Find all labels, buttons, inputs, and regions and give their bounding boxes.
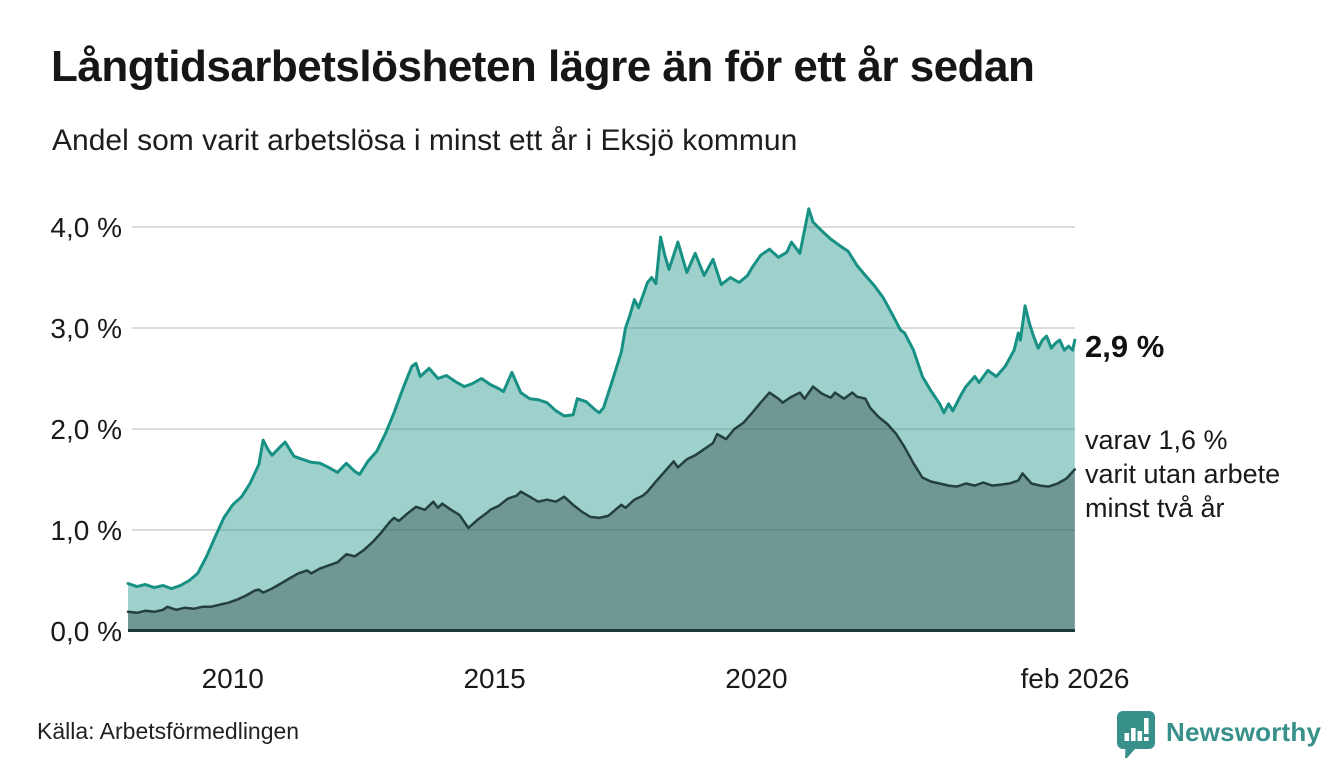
newsworthy-brand: Newsworthy: [1116, 710, 1321, 760]
series-area: [128, 386, 1075, 630]
x-tick-label: 2010: [202, 663, 264, 694]
y-tick-label: 4,0 %: [50, 212, 122, 243]
series-line: [126, 385, 1077, 615]
source-note: Källa: Arbetsförmedlingen: [37, 718, 300, 744]
y-tick-label: 1,0 %: [50, 515, 122, 546]
x-tick-label: 2020: [725, 663, 787, 694]
series-line: [126, 207, 1077, 591]
y-tick-label: 3,0 %: [50, 313, 122, 344]
x-tick-label: feb 2026: [1021, 663, 1130, 694]
secondary-series-line: minst två år: [1085, 493, 1225, 523]
y-tick-label: 0,0 %: [50, 616, 122, 647]
latest-value-label: 2,9 %: [1085, 329, 1165, 364]
newsworthy-logo-text: Newsworthy: [1166, 717, 1322, 747]
series-area: [128, 208, 1075, 631]
page-title: Långtidsarbetslösheten lägre än för ett …: [51, 42, 1035, 91]
x-tick-label: 2015: [463, 663, 525, 694]
secondary-series-line: varav 1,6 %: [1085, 425, 1228, 455]
y-tick-label: 2,0 %: [50, 414, 122, 445]
secondary-series-label: varav 1,6 % varit utan arbete minst två …: [1085, 423, 1280, 525]
chart-subtitle: Andel som varit arbetslösa i minst ett å…: [52, 124, 798, 157]
secondary-series-line: varit utan arbete: [1085, 459, 1281, 489]
newsworthy-logo-icon: [1117, 711, 1155, 759]
